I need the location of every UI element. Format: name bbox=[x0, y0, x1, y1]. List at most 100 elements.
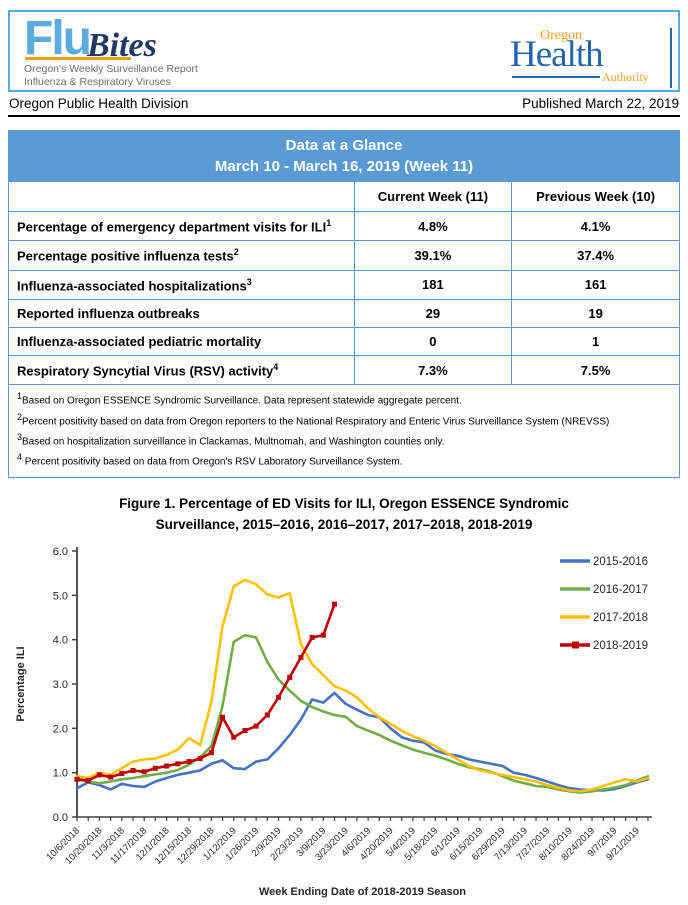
column-header-previous-week: Previous Week (10) bbox=[511, 181, 680, 212]
glance-table-body: Percentage of emergency department visit… bbox=[8, 210, 680, 386]
table-title-line2: March 10 - March 16, 2019 (Week 11) bbox=[214, 158, 474, 175]
data-point-marker bbox=[253, 724, 259, 730]
data-point-marker bbox=[85, 778, 91, 784]
table-title: Data at a Glance March 10 - March 16, 20… bbox=[8, 130, 680, 182]
row-label: Influenza-associated hospitalizations3 bbox=[8, 269, 355, 300]
data-point-marker bbox=[220, 715, 226, 721]
data-point-marker bbox=[298, 655, 304, 661]
legend-label-2015-2016: 2015-2016 bbox=[593, 556, 648, 568]
oha-underline-rule bbox=[512, 76, 600, 78]
data-point-marker bbox=[197, 756, 203, 762]
data-point-marker bbox=[242, 728, 248, 734]
chart-series-2015-2016 bbox=[75, 692, 650, 793]
data-point-marker bbox=[119, 771, 125, 777]
column-header-current-week: Current Week (11) bbox=[353, 181, 513, 212]
legend-marker-2018-2019 bbox=[572, 641, 579, 649]
row-previous-value: 161 bbox=[511, 269, 680, 300]
y-tick-label: 3.0 bbox=[53, 679, 68, 691]
data-point-marker bbox=[108, 775, 114, 781]
data-point-marker bbox=[231, 735, 237, 741]
data-point-marker bbox=[164, 763, 170, 769]
y-tick-label: 0.0 bbox=[53, 812, 68, 824]
flu-bites-logo: FluBites Oregon's Weekly Surveillance Re… bbox=[24, 15, 198, 89]
table-row: Reported influenza outbreaks 29 19 bbox=[8, 298, 680, 328]
row-current-value: 181 bbox=[353, 269, 513, 300]
masthead-subtitle-2: Influenza & Respiratory Viruses bbox=[24, 76, 171, 89]
table-footnotes: 1Based on Oregon ESSENCE Syndromic Surve… bbox=[8, 384, 680, 478]
row-current-value: 29 bbox=[353, 298, 513, 328]
oha-vertical-bar bbox=[670, 28, 672, 88]
legend-label-2016-2017: 2016-2017 bbox=[593, 584, 648, 596]
y-tick-label: 2.0 bbox=[53, 724, 68, 736]
data-point-marker bbox=[186, 759, 192, 765]
figure-title-line2: Surveillance, 2015–2016, 2016–2017, 2017… bbox=[155, 516, 533, 532]
data-point-marker bbox=[264, 713, 270, 719]
row-label: Influenza-associated pediatric mortality bbox=[8, 326, 355, 356]
bites-logo-text: Bites bbox=[86, 27, 157, 64]
footnote: 1Based on Oregon ESSENCE Syndromic Surve… bbox=[17, 391, 462, 407]
data-point-marker bbox=[332, 602, 338, 608]
data-point-marker bbox=[74, 777, 80, 783]
flu-underline-bar bbox=[25, 56, 131, 60]
footnote: 4 Percent positivity based on data from … bbox=[17, 452, 403, 468]
row-label: Percentage of emergency department visit… bbox=[8, 210, 355, 242]
data-point-marker bbox=[152, 766, 158, 772]
row-previous-value: 37.4% bbox=[511, 240, 680, 271]
row-label: Percentage positive influenza tests2 bbox=[8, 240, 355, 271]
oha-authority-text: Authority bbox=[602, 70, 649, 84]
blank-header-cell bbox=[8, 181, 355, 212]
table-row: Influenza-associated hospitalizations3 18… bbox=[8, 269, 680, 300]
legend-label-2017-2018: 2017-2018 bbox=[593, 612, 648, 624]
row-current-value: 39.1% bbox=[353, 240, 513, 271]
y-tick-label: 5.0 bbox=[53, 591, 68, 603]
figure-title-line1: Figure 1. Percentage of ED Visits for IL… bbox=[119, 495, 569, 511]
publication-line: Oregon Public Health Division Published … bbox=[8, 92, 680, 117]
published-date: Published March 22, 2019 bbox=[522, 96, 679, 111]
masthead-subtitle-1: Oregon's Weekly Surveillance Report bbox=[24, 62, 198, 75]
y-tick-label: 1.0 bbox=[53, 768, 68, 780]
legend-label-2018-2019: 2018-2019 bbox=[593, 640, 648, 652]
table-row: Influenza-associated pediatric mortality… bbox=[8, 326, 680, 356]
data-point-marker bbox=[175, 761, 181, 767]
oregon-health-authority-logo: Oregon Health Authority bbox=[506, 28, 672, 90]
data-point-marker bbox=[208, 750, 214, 756]
y-tick-label: 6.0 bbox=[53, 546, 68, 558]
table-row: Percentage positive influenza tests2 39.1… bbox=[8, 240, 680, 271]
footnote: 2Percent positivity based on data from O… bbox=[17, 411, 610, 427]
row-label: Reported influenza outbreaks bbox=[8, 298, 355, 328]
ili-chart: 0.01.02.03.04.05.06.010/6/201810/20/2018… bbox=[15, 546, 652, 898]
row-label: Respiratory Syncytial Virus (RSV) activi… bbox=[8, 354, 355, 386]
y-axis-title: Percentage ILI bbox=[15, 647, 27, 722]
row-current-value: 0 bbox=[353, 326, 513, 356]
data-point-marker bbox=[287, 675, 293, 681]
chart-series-2017-2018 bbox=[75, 578, 650, 794]
footnote: 3Based on hospitalization surveillance i… bbox=[17, 431, 445, 448]
row-previous-value: 7.5% bbox=[511, 354, 680, 386]
masthead: FluBites Oregon's Weekly Surveillance Re… bbox=[8, 10, 680, 92]
row-current-value: 7.3% bbox=[353, 354, 513, 386]
chart-series-2018-2019 bbox=[75, 603, 336, 783]
data-at-a-glance-table: Data at a Glance March 10 - March 16, 20… bbox=[8, 130, 680, 478]
chart-series-2016-2017 bbox=[75, 634, 650, 795]
data-point-marker bbox=[141, 769, 147, 775]
division-label: Oregon Public Health Division bbox=[9, 96, 189, 111]
row-current-value: 4.8% bbox=[353, 210, 513, 242]
row-previous-value: 1 bbox=[511, 326, 680, 356]
data-point-marker bbox=[96, 772, 102, 778]
table-title-line1: Data at a Glance bbox=[285, 137, 403, 154]
table-row: Respiratory Syncytial Virus (RSV) activi… bbox=[8, 354, 680, 386]
row-previous-value: 19 bbox=[511, 298, 680, 328]
table-row: Percentage of emergency department visit… bbox=[8, 210, 680, 242]
data-point-marker bbox=[276, 695, 282, 701]
data-point-marker bbox=[320, 633, 326, 639]
data-point-marker bbox=[130, 768, 136, 774]
flu-logo-text: Flu bbox=[24, 12, 92, 65]
x-axis-title: Week Ending Date of 2018-2019 Season bbox=[259, 886, 466, 898]
row-previous-value: 4.1% bbox=[511, 210, 680, 242]
oha-health-text: Health bbox=[510, 34, 604, 75]
y-tick-label: 4.0 bbox=[53, 635, 68, 647]
figure-title: Figure 1. Percentage of ED Visits for IL… bbox=[8, 494, 680, 536]
oha-oregon-text: Oregon bbox=[540, 28, 582, 43]
data-point-marker bbox=[309, 635, 315, 641]
